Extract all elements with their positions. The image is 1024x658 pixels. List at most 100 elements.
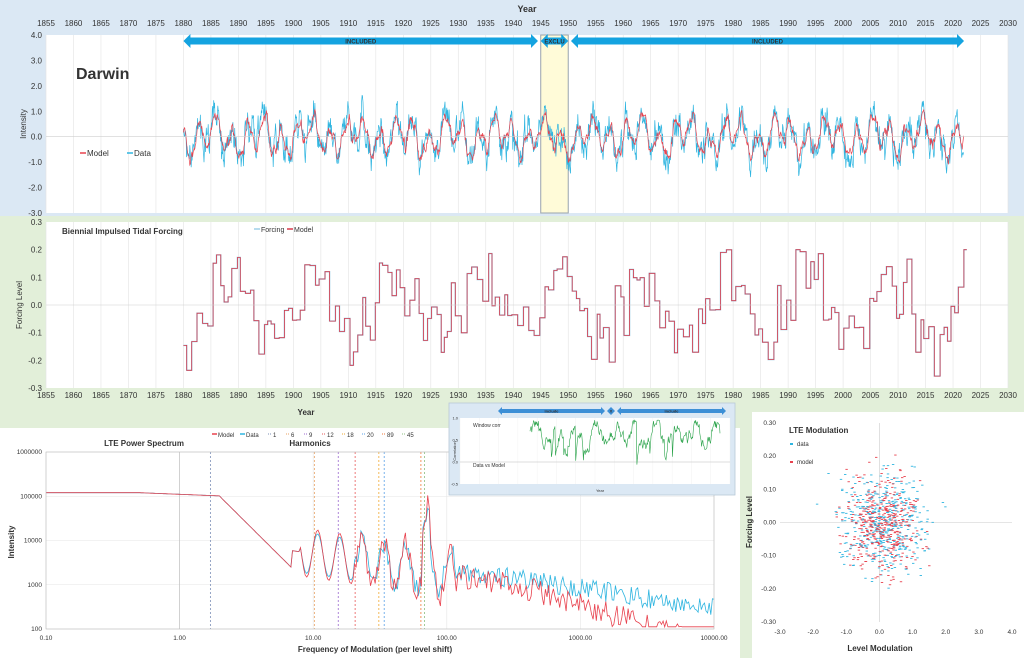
lte-point-model (894, 543, 898, 545)
lte-point-model (912, 551, 915, 553)
lte-point-data (887, 570, 890, 572)
lte-xtick-label: -3.0 (774, 629, 786, 636)
lte-point-model (847, 507, 850, 509)
lte-point-model (895, 530, 899, 532)
lte-point-model (886, 539, 890, 540)
lte-point-model (878, 566, 881, 568)
lte-point-model (880, 537, 884, 539)
lte-point-data (857, 514, 860, 516)
darwin-xtick-label: 1945 (532, 19, 550, 28)
lte-point-model (908, 539, 912, 540)
forcing-ylabel: Forcing Level (15, 281, 24, 329)
lte-point-data (878, 520, 881, 522)
lte-point-model (887, 550, 890, 552)
darwin-xtick-label: 2010 (889, 19, 907, 28)
lte-point-model (898, 469, 902, 471)
lte-point-data (892, 503, 895, 504)
darwin-region-arrow (540, 34, 569, 48)
lte-point-model (890, 522, 894, 524)
lte-point-model (861, 563, 864, 565)
lte-ytick-label: -0.30 (761, 619, 776, 626)
lte-point-model (877, 525, 880, 526)
lte-point-data (865, 550, 868, 552)
lte-point-data (903, 548, 907, 550)
lte-modulation-chart: -3.0 -2.0 -1.0 0.0 1.0 2.0 3.0 4.0 0.30 0.20 0.10 0… (745, 420, 1017, 653)
darwin-xtick-label: 1865 (92, 19, 110, 28)
lte-point-data (857, 499, 860, 500)
lte-point-data (927, 548, 931, 550)
lte-point-model (871, 527, 874, 528)
lte-point-model (858, 481, 861, 482)
darwin-xtick-label: 1925 (422, 19, 440, 28)
lte-point-data (892, 525, 896, 527)
legend-data-label: Data (134, 149, 151, 158)
lte-point-model (876, 517, 879, 519)
lte-point-model (903, 538, 907, 540)
darwin-chart: 1855 1860 1865 1870 1875 1880 1885 1890 1895 1900… (19, 4, 1017, 218)
lte-legend-data-swatch (790, 443, 793, 445)
lte-point-model (925, 546, 928, 548)
lte-point-data (853, 491, 856, 493)
lte-point-data (882, 520, 886, 521)
spectrum-legend: Model Data 1 6 9 12 18 20 89 45 (212, 433, 414, 439)
lte-point-model (835, 516, 838, 518)
lte-point-data (874, 507, 878, 509)
lte-point-data (841, 554, 844, 555)
forcing-ytick-label: 0.1 (31, 273, 43, 282)
darwin-xtick-label: 1895 (257, 19, 275, 28)
darwin-xtick-label: 2030 (999, 19, 1017, 28)
lte-point-data (841, 555, 845, 557)
lte-point-model (885, 510, 888, 512)
forcing-xtick-label: 1985 (752, 391, 770, 400)
lte-point-data (913, 553, 916, 555)
lte-point-model (860, 556, 863, 557)
lte-point-data (873, 510, 876, 512)
lte-point-data (914, 542, 917, 543)
lte-point-model (862, 524, 866, 526)
lte-point-model (880, 535, 883, 537)
lte-point-model (879, 536, 882, 538)
lte-point-data (881, 496, 884, 497)
lte-point-model (871, 496, 874, 498)
lte-point-model (906, 525, 910, 526)
lte-point-model (867, 506, 870, 508)
lte-point-model (874, 486, 877, 487)
lte-point-data (879, 500, 882, 502)
lte-point-model (852, 559, 855, 560)
lte-point-data (865, 546, 868, 548)
lte-point-data (885, 532, 889, 534)
lte-point-data (884, 487, 887, 489)
lte-point-model (880, 527, 883, 529)
lte-point-data (858, 543, 862, 545)
lte-point-model (899, 559, 903, 561)
lte-point-model (893, 544, 896, 546)
lte-point-data (890, 568, 894, 569)
lte-point-model (880, 582, 884, 583)
lte-point-model (884, 523, 887, 525)
lte-point-data (907, 506, 910, 508)
lte-point-model (863, 510, 867, 512)
lte-point-data (877, 567, 881, 569)
darwin-xtick-label: 1995 (807, 19, 825, 28)
darwin-xtick-label: 1935 (477, 19, 495, 28)
lte-point-model (890, 506, 893, 507)
lte-point-data (944, 506, 947, 508)
lte-point-model (900, 502, 903, 504)
lte-point-data (905, 483, 908, 485)
lte-point-model (889, 579, 893, 581)
lte-point-model (876, 525, 879, 527)
legend-model-label: Model (87, 149, 109, 158)
lte-point-data (908, 499, 911, 500)
lte-point-data (904, 514, 907, 516)
lte-point-data (871, 535, 875, 536)
lte-point-model (889, 534, 893, 535)
darwin-xtick-label: 1915 (367, 19, 385, 28)
lte-point-model (872, 500, 875, 502)
lte-point-data (887, 587, 890, 589)
lte-point-data (874, 491, 877, 493)
lte-point-model (844, 536, 848, 538)
win-series-line (529, 419, 721, 465)
spec-legend-harmonic-label: 12 (327, 433, 334, 439)
lte-point-model (863, 474, 866, 476)
darwin-xlabel: Year (517, 4, 537, 14)
